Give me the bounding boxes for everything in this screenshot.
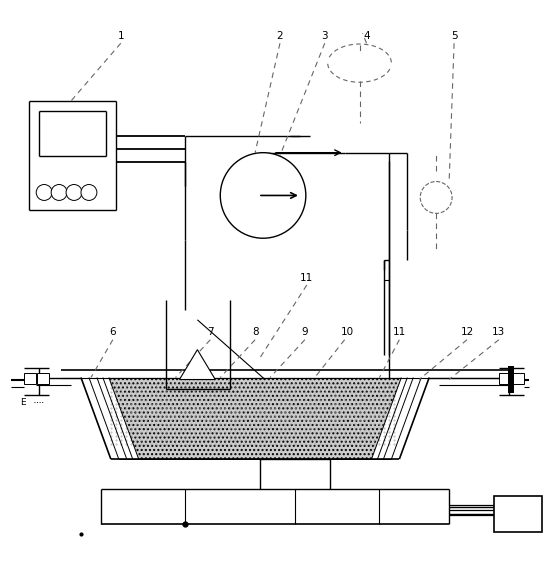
Bar: [512, 373, 524, 385]
Text: 6: 6: [110, 327, 116, 337]
Text: 4: 4: [363, 31, 370, 42]
Bar: [499, 373, 511, 385]
Text: 3: 3: [322, 31, 328, 42]
Text: 9: 9: [301, 327, 308, 337]
Text: E: E: [20, 398, 26, 407]
Circle shape: [420, 182, 452, 213]
Circle shape: [36, 184, 52, 200]
Circle shape: [220, 152, 306, 238]
Text: 13: 13: [492, 327, 506, 337]
Text: 11: 11: [300, 273, 313, 283]
Circle shape: [81, 184, 97, 200]
Text: 8: 8: [252, 327, 258, 337]
Polygon shape: [180, 350, 215, 380]
Circle shape: [51, 184, 67, 200]
Text: 12: 12: [460, 327, 473, 337]
Circle shape: [66, 184, 82, 200]
Text: 10: 10: [341, 327, 354, 337]
Bar: [24, 373, 36, 385]
Text: 7: 7: [207, 327, 213, 337]
Bar: [37, 373, 49, 385]
Text: 11: 11: [393, 327, 406, 337]
Bar: [508, 366, 514, 393]
Text: 1: 1: [117, 31, 124, 42]
Polygon shape: [109, 377, 401, 459]
Text: 5: 5: [451, 31, 458, 42]
Text: 2: 2: [277, 31, 283, 42]
Bar: [494, 496, 542, 532]
